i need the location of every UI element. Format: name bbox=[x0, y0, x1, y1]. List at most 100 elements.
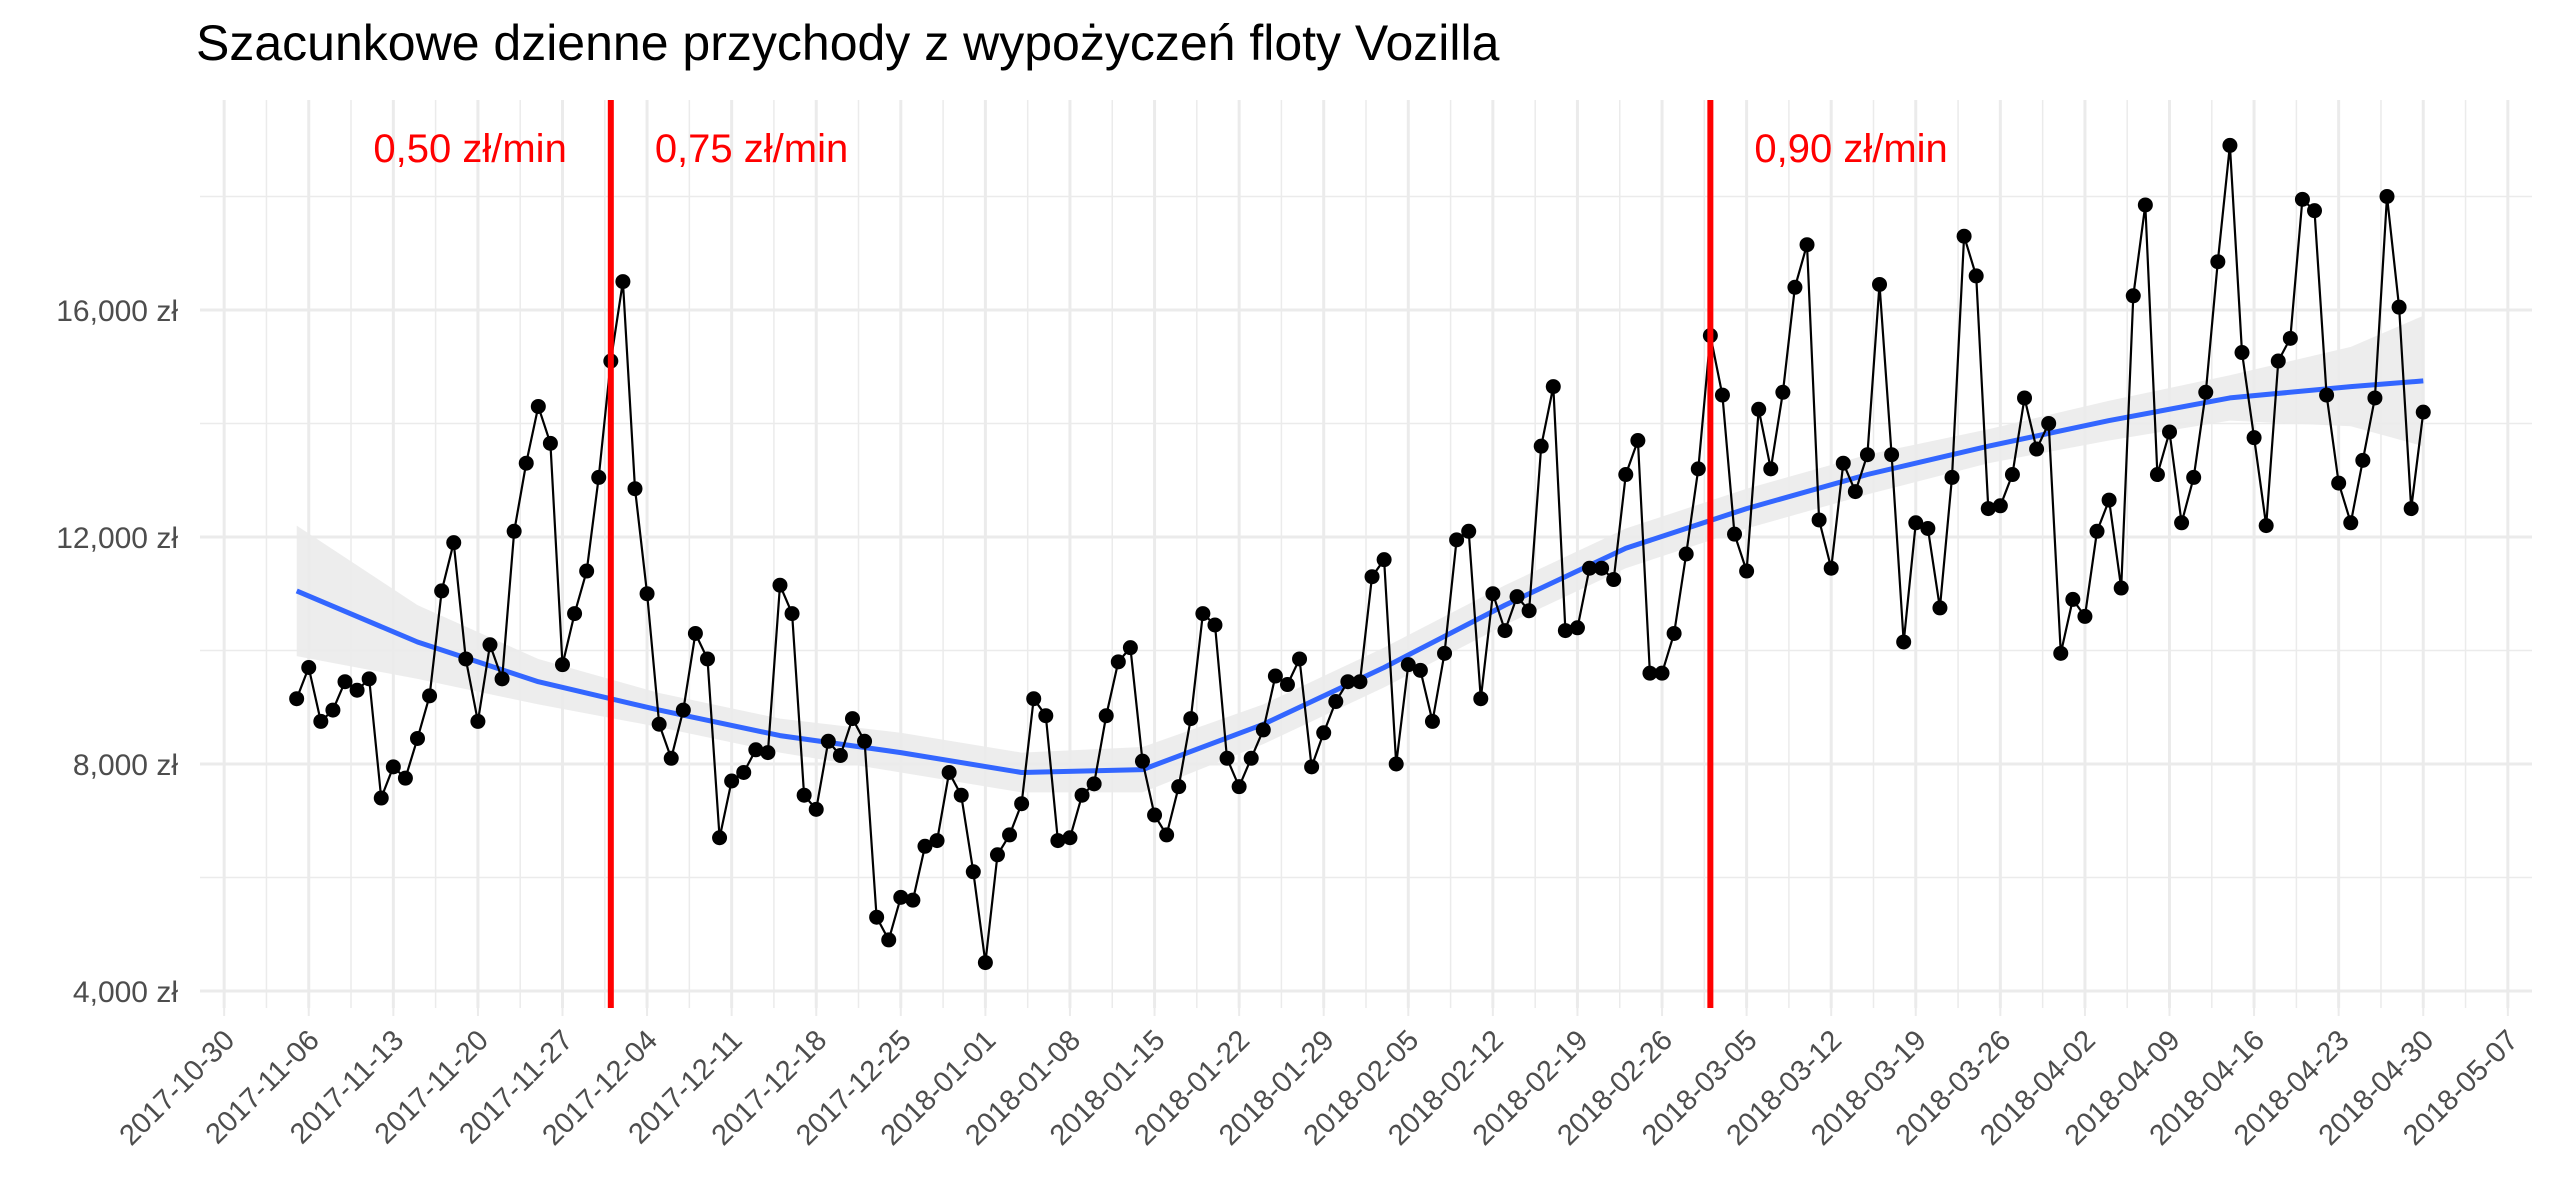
data-point bbox=[1243, 750, 1259, 766]
data-point bbox=[772, 577, 788, 593]
data-point bbox=[2113, 580, 2129, 596]
data-point bbox=[325, 702, 341, 718]
data-point bbox=[361, 671, 377, 687]
data-point bbox=[1751, 401, 1767, 417]
price-annotations: 0,50 zł/min 0,75 zł/min 0,90 zł/min bbox=[373, 127, 1947, 171]
data-point bbox=[796, 787, 812, 803]
data-point bbox=[591, 469, 607, 485]
data-point bbox=[1352, 674, 1368, 690]
data-point bbox=[1859, 447, 1875, 463]
data-point bbox=[301, 660, 317, 675]
data-point bbox=[1255, 722, 1271, 738]
data-point bbox=[2222, 137, 2238, 153]
data-point bbox=[1980, 501, 1996, 517]
data-point bbox=[554, 657, 570, 673]
data-point bbox=[1606, 572, 1622, 588]
data-point bbox=[1002, 827, 1018, 843]
data-point bbox=[349, 682, 365, 698]
data-point bbox=[1739, 563, 1755, 579]
data-point bbox=[941, 764, 957, 780]
data-point bbox=[2186, 469, 2202, 485]
data-point bbox=[530, 398, 546, 414]
data-point bbox=[724, 773, 740, 789]
data-point bbox=[2258, 518, 2274, 534]
data-point bbox=[409, 730, 425, 746]
data-point bbox=[1545, 379, 1561, 395]
price-change-lines bbox=[607, 100, 1714, 1008]
data-point bbox=[1437, 645, 1453, 661]
y-tick-label: 16,000 zł bbox=[56, 295, 178, 328]
data-point bbox=[470, 713, 486, 729]
data-point bbox=[1678, 546, 1694, 562]
data-point bbox=[1376, 552, 1392, 568]
data-point bbox=[1811, 512, 1827, 528]
data-point bbox=[1509, 589, 1525, 605]
data-point bbox=[373, 790, 389, 806]
data-point bbox=[699, 651, 715, 667]
data-point bbox=[977, 955, 993, 971]
data-point bbox=[1340, 674, 1356, 690]
data-point bbox=[1799, 237, 1815, 253]
data-point bbox=[1231, 779, 1247, 795]
data-point bbox=[1098, 708, 1114, 724]
data-point bbox=[482, 637, 498, 653]
data-point bbox=[748, 742, 764, 758]
data-point bbox=[1122, 640, 1138, 656]
data-point bbox=[2391, 299, 2407, 315]
data-point bbox=[458, 651, 474, 667]
data-point bbox=[567, 606, 583, 622]
data-point bbox=[1884, 447, 1900, 463]
data-point bbox=[1727, 526, 1743, 542]
data-point bbox=[1714, 387, 1730, 403]
data-point bbox=[2053, 645, 2069, 661]
trend-line bbox=[295, 378, 2424, 775]
data-point bbox=[2307, 203, 2323, 219]
data-point bbox=[434, 583, 450, 599]
data-point bbox=[542, 435, 558, 451]
data-point bbox=[1630, 433, 1646, 448]
data-point bbox=[1207, 617, 1223, 633]
daily-revenue-series bbox=[289, 137, 2431, 971]
data-point bbox=[1763, 461, 1779, 477]
data-point bbox=[2004, 467, 2020, 483]
data-point bbox=[1920, 520, 1936, 536]
data-point bbox=[1521, 603, 1537, 619]
data-point bbox=[1908, 515, 1924, 531]
data-point bbox=[2367, 390, 2383, 406]
data-point bbox=[494, 671, 510, 687]
data-point bbox=[313, 713, 329, 729]
data-point bbox=[2246, 430, 2262, 446]
price-label: 0,90 zł/min bbox=[1754, 127, 1947, 171]
data-point bbox=[2415, 404, 2431, 420]
data-point bbox=[1618, 467, 1634, 483]
data-point bbox=[422, 688, 438, 704]
data-point bbox=[1195, 606, 1211, 622]
data-point bbox=[2282, 330, 2298, 346]
smoothed-trend bbox=[295, 378, 2424, 775]
data-point bbox=[808, 801, 824, 817]
data-point bbox=[1932, 600, 1948, 616]
data-point bbox=[2137, 197, 2153, 213]
data-point bbox=[2198, 384, 2214, 400]
data-point bbox=[337, 674, 353, 690]
data-point bbox=[2125, 288, 2141, 304]
data-point bbox=[1569, 620, 1585, 636]
data-point bbox=[1050, 833, 1066, 849]
data-point bbox=[1412, 662, 1428, 678]
data-point bbox=[736, 764, 752, 780]
data-point bbox=[857, 733, 873, 749]
data-point bbox=[2041, 415, 2057, 431]
data-point bbox=[506, 523, 522, 539]
data-point bbox=[2343, 515, 2359, 531]
data-point bbox=[844, 711, 860, 727]
data-point bbox=[615, 274, 631, 290]
data-point bbox=[1557, 623, 1573, 639]
data-point bbox=[651, 716, 667, 732]
data-point bbox=[1171, 779, 1187, 795]
data-point bbox=[1014, 796, 1030, 812]
data-point bbox=[1835, 455, 1851, 471]
data-point bbox=[1183, 711, 1199, 727]
data-point bbox=[1775, 384, 1791, 400]
data-point bbox=[2029, 441, 2045, 457]
